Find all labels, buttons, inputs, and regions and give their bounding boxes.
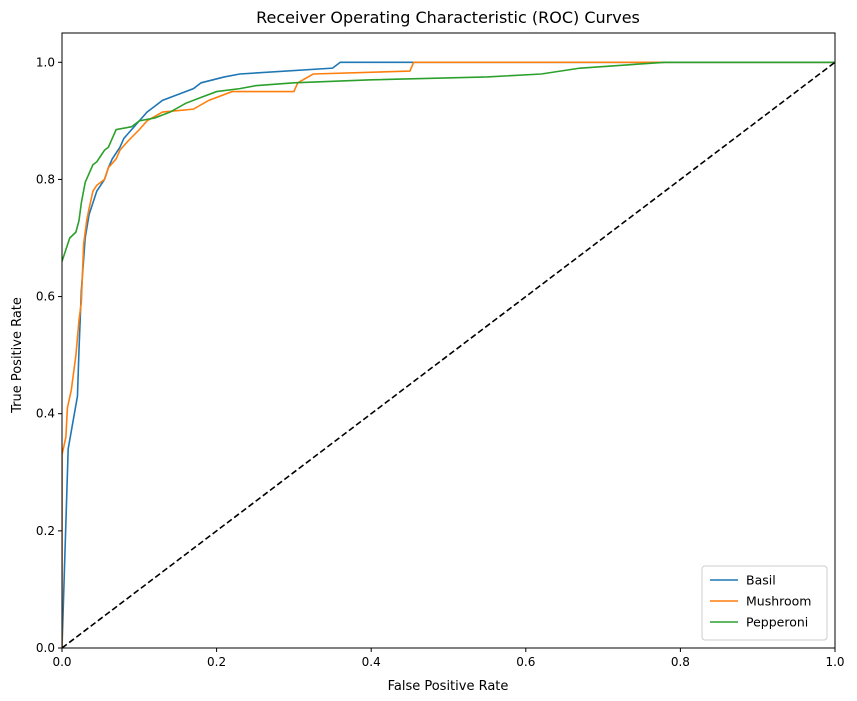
x-tick-label: 0.6: [516, 655, 535, 669]
series-line-pepperoni: [62, 62, 835, 261]
y-tick-label: 0.4: [36, 407, 55, 421]
series-line-chance: [62, 62, 835, 648]
x-tick-label: 0.4: [362, 655, 381, 669]
legend-label: Pepperoni: [746, 615, 808, 630]
x-tick-label: 0.2: [207, 655, 226, 669]
plot-frame: [62, 33, 835, 648]
y-tick-label: 0.0: [36, 641, 55, 655]
y-tick-label: 0.8: [36, 172, 55, 186]
y-tick-label: 1.0: [36, 55, 55, 69]
legend-label: Mushroom: [746, 594, 811, 609]
y-tick-label: 0.6: [36, 290, 55, 304]
series-lines: [62, 62, 835, 648]
y-tick-label: 0.2: [36, 524, 55, 538]
x-tick-label: 0.0: [52, 655, 71, 669]
x-axis-label: False Positive Rate: [388, 679, 509, 694]
plot-area: 0.0 0.2 0.4 0.6 0.8 1.0 0.0 0.2 0.4 0.6 0.8 1.0 Basi…: [36, 33, 845, 669]
chart-title: Receiver Operating Characteristic (ROC) …: [256, 8, 640, 27]
x-tick-label: 0.8: [671, 655, 690, 669]
legend: Basil Mushroom Pepperoni: [702, 566, 827, 640]
legend-label: Basil: [746, 573, 776, 588]
x-tick-label: 1.0: [825, 655, 844, 669]
y-axis-label: True Positive Rate: [10, 297, 25, 414]
